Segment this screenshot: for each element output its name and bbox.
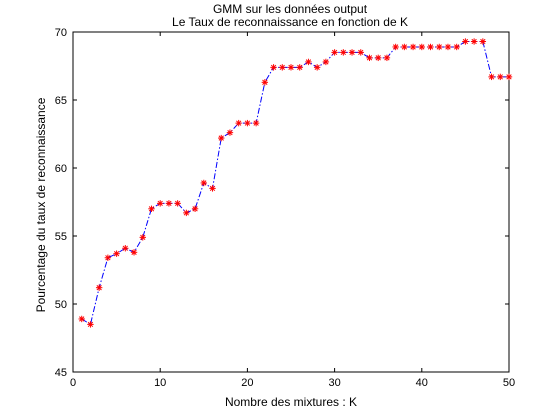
x-tick-labels: 0 10 20 30 40 50 bbox=[70, 377, 515, 389]
data-point bbox=[462, 38, 469, 45]
x-tick-label: 10 bbox=[154, 377, 166, 389]
data-point bbox=[331, 49, 338, 56]
data-point bbox=[183, 209, 190, 217]
data-point bbox=[470, 38, 478, 45]
data-point bbox=[226, 129, 234, 136]
data-point bbox=[392, 43, 399, 51]
data-point bbox=[139, 234, 146, 241]
data-point bbox=[148, 205, 155, 212]
y-tick-labels: 45 50 55 60 65 70 bbox=[55, 27, 67, 379]
data-point bbox=[322, 58, 330, 66]
x-tick-label: 30 bbox=[328, 377, 340, 389]
y-tick-label: 50 bbox=[55, 299, 67, 311]
data-point bbox=[505, 73, 513, 81]
x-tick-label: 50 bbox=[503, 377, 515, 389]
data-point bbox=[157, 200, 164, 207]
data-point bbox=[174, 200, 181, 207]
data-point bbox=[383, 54, 391, 62]
data-point bbox=[427, 43, 434, 51]
data-point bbox=[95, 284, 103, 291]
chart-title: GMM sur les données output bbox=[213, 2, 368, 16]
axis-ticks bbox=[72, 31, 510, 373]
y-tick-label: 60 bbox=[55, 163, 67, 175]
data-point bbox=[279, 64, 286, 71]
data-point bbox=[375, 54, 382, 62]
data-point bbox=[122, 245, 129, 252]
data-point bbox=[305, 58, 312, 66]
y-axis-label: Pourcentage du taux de reconnaissance bbox=[34, 97, 48, 312]
data-point bbox=[78, 315, 85, 323]
data-point bbox=[113, 250, 120, 257]
data-point bbox=[409, 43, 417, 51]
data-point bbox=[165, 200, 173, 207]
data-point bbox=[357, 49, 364, 56]
data-point bbox=[218, 134, 225, 142]
data-point bbox=[191, 205, 199, 212]
data-point bbox=[104, 254, 112, 261]
data-point bbox=[209, 185, 216, 192]
data-point bbox=[366, 54, 373, 62]
chart-subtitle: Le Taux de reconnaissance en fonction de… bbox=[172, 15, 408, 29]
data-point bbox=[270, 64, 277, 71]
data-point bbox=[340, 49, 347, 56]
plot-area bbox=[72, 31, 510, 373]
data-point bbox=[444, 43, 452, 51]
x-tick-label: 40 bbox=[416, 377, 428, 389]
data-point bbox=[497, 73, 504, 81]
data-point bbox=[479, 38, 487, 45]
data-point bbox=[313, 64, 321, 71]
series-markers bbox=[78, 38, 513, 328]
data-point bbox=[261, 79, 269, 86]
data-point bbox=[436, 43, 443, 51]
data-point bbox=[87, 321, 94, 328]
x-tick-label: 20 bbox=[241, 377, 253, 389]
x-tick-label: 0 bbox=[70, 377, 76, 389]
data-point bbox=[200, 179, 207, 187]
y-tick-label: 65 bbox=[55, 95, 67, 107]
data-point bbox=[418, 43, 425, 51]
data-point bbox=[453, 43, 460, 51]
y-tick-label: 55 bbox=[55, 231, 67, 243]
data-point bbox=[287, 64, 295, 71]
data-point bbox=[296, 64, 303, 71]
data-point bbox=[252, 119, 260, 127]
y-tick-label: 70 bbox=[55, 27, 67, 39]
y-tick-label: 45 bbox=[55, 367, 67, 379]
data-point bbox=[348, 49, 356, 56]
data-point bbox=[130, 249, 138, 256]
data-point bbox=[235, 119, 242, 127]
data-point bbox=[488, 73, 495, 81]
data-point bbox=[244, 119, 251, 127]
x-axis-label: Nombre des mixtures : K bbox=[225, 395, 357, 409]
data-point bbox=[401, 43, 408, 51]
